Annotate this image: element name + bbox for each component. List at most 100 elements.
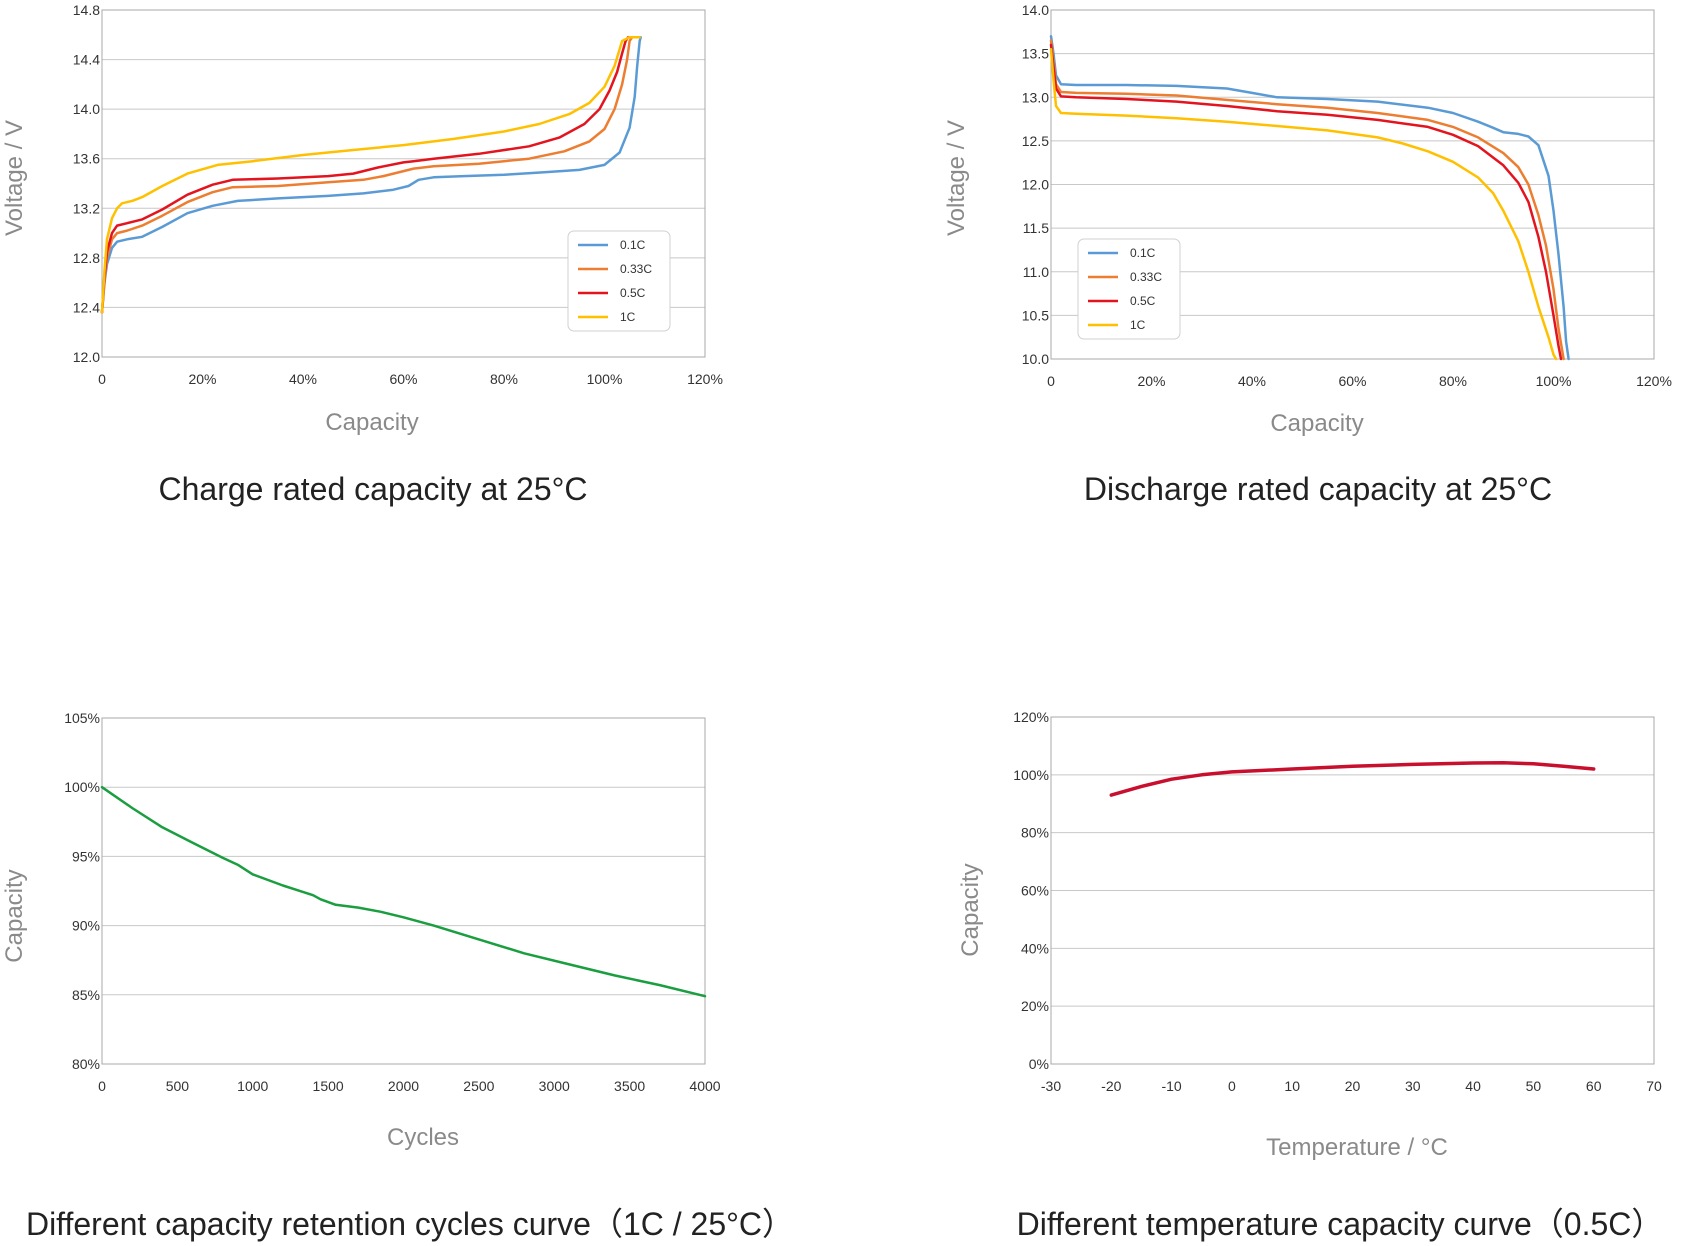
- y-tick-label: 105%: [64, 710, 100, 726]
- discharge-chart-xlabel: Capacity: [1270, 410, 1363, 437]
- legend-entry: 1C: [620, 310, 636, 324]
- y-tick-label: 12.8: [73, 250, 100, 266]
- legend: 0.1C 0.33C 0.5C 1C: [1077, 238, 1181, 340]
- series-line-0: [100, 785, 707, 998]
- temperature-chart-xlabel: Temperature / °C: [1266, 1134, 1448, 1161]
- x-tick-label: 2500: [463, 1078, 494, 1094]
- legend-box: [567, 230, 671, 332]
- x-tick-label: 4000: [689, 1078, 720, 1094]
- legend: 0.1C 0.33C 0.5C 1C: [567, 230, 671, 332]
- x-tick-label: -10: [1161, 1078, 1181, 1094]
- charge-chart: Charge rated capacity at 25°C Capacity V…: [1, 2, 723, 507]
- plot-frame: [101, 717, 706, 1065]
- y-tick-label: 11.0: [1023, 264, 1049, 280]
- y-tick-label: 20%: [1021, 998, 1049, 1014]
- y-tick-label: 11.5: [1023, 220, 1049, 236]
- x-tick-label: 120%: [687, 371, 723, 387]
- y-tick-label: 0%: [1029, 1056, 1049, 1072]
- y-tick-label: 90%: [72, 918, 100, 934]
- x-tick-label: 2000: [388, 1078, 419, 1094]
- x-tick-label: 20: [1345, 1078, 1361, 1094]
- y-tick-label: 12.4: [73, 299, 100, 315]
- plot-frame: [1050, 9, 1655, 360]
- x-tick-label: -30: [1041, 1078, 1061, 1094]
- discharge-chart-ylabel: Voltage / V: [943, 120, 970, 236]
- y-tick-label: 95%: [72, 848, 100, 864]
- temperature-chart-ylabel: Capacity: [957, 863, 984, 956]
- y-tick-label: 14.4: [73, 52, 100, 68]
- x-tick-label: 0: [1228, 1078, 1236, 1094]
- x-tick-label: 10: [1284, 1078, 1300, 1094]
- x-tick-label: 40%: [289, 371, 317, 387]
- x-tick-label: 120%: [1636, 373, 1672, 389]
- x-tick-label: 1500: [313, 1078, 344, 1094]
- x-tick-label: 20%: [188, 371, 216, 387]
- y-tick-label: 80%: [72, 1056, 100, 1072]
- series-line-05C: [1049, 43, 1563, 361]
- cycle-chart-title: Different capacity retention cycles curv…: [26, 1206, 794, 1242]
- x-tick-label: 500: [166, 1078, 190, 1094]
- y-tick-label: 12.0: [73, 349, 100, 365]
- y-tick-label: 14.0: [1022, 2, 1049, 18]
- y-tick-label: 40%: [1021, 940, 1049, 956]
- x-tick-label: 40%: [1238, 373, 1266, 389]
- legend-entry: 0.1C: [1130, 246, 1156, 260]
- discharge-chart: Discharge rated capacity at 25°C Capacit…: [943, 2, 1672, 507]
- x-tick-label: 100%: [1536, 373, 1572, 389]
- x-tick-label: 100%: [587, 371, 623, 387]
- x-tick-label: 1000: [237, 1078, 268, 1094]
- series-line-033C: [1049, 39, 1565, 361]
- x-tick-label: 50: [1526, 1078, 1542, 1094]
- y-tick-label: 100%: [1013, 767, 1049, 783]
- y-tick-label: 12.0: [1022, 177, 1049, 193]
- charge-chart-title: Charge rated capacity at 25°C: [158, 471, 587, 507]
- x-tick-label: 3500: [614, 1078, 645, 1094]
- plot-frame: [1050, 716, 1655, 1065]
- charge-chart-xlabel: Capacity: [325, 409, 418, 436]
- legend-entry: 0.33C: [620, 262, 652, 276]
- series-line-1C: [100, 36, 641, 314]
- legend-entry: 0.1C: [620, 238, 646, 252]
- legend-entry: 0.5C: [620, 286, 646, 300]
- y-tick-label: 12.5: [1022, 133, 1049, 149]
- x-tick-label: 60: [1586, 1078, 1602, 1094]
- discharge-chart-title: Discharge rated capacity at 25°C: [1084, 471, 1552, 507]
- legend-entry: 0.5C: [1130, 294, 1156, 308]
- y-tick-label: 10.5: [1022, 307, 1049, 323]
- y-tick-label: 14.8: [73, 2, 100, 18]
- y-tick-label: 13.5: [1022, 46, 1049, 62]
- legend-box: [1077, 238, 1181, 340]
- x-tick-label: 0: [1047, 373, 1055, 389]
- x-tick-label: 40: [1465, 1078, 1481, 1094]
- y-tick-label: 13.0: [1022, 89, 1049, 105]
- charge-chart-ylabel: Voltage / V: [1, 120, 28, 236]
- x-tick-label: 60%: [389, 371, 417, 387]
- series-line-033C: [100, 36, 634, 314]
- plot-frame: [101, 9, 706, 358]
- legend-entry: 1C: [1130, 318, 1146, 332]
- legend-entry: 0.33C: [1130, 270, 1162, 284]
- y-tick-label: 13.2: [73, 200, 100, 216]
- series-line-01C: [100, 36, 642, 314]
- x-tick-label: 30: [1405, 1078, 1421, 1094]
- x-tick-label: -20: [1101, 1078, 1121, 1094]
- temperature-capacity-chart: Different temperature capacity curve（0.5…: [957, 709, 1663, 1242]
- x-tick-label: 60%: [1338, 373, 1366, 389]
- x-tick-label: 3000: [539, 1078, 570, 1094]
- x-tick-label: 70: [1646, 1078, 1662, 1094]
- cycle-retention-chart: Different capacity retention cycles curv…: [1, 710, 794, 1242]
- y-tick-label: 120%: [1013, 709, 1049, 725]
- temperature-chart-title: Different temperature capacity curve（0.5…: [1017, 1206, 1664, 1242]
- y-tick-label: 80%: [1021, 825, 1049, 841]
- series-line-1C: [1049, 48, 1558, 361]
- y-tick-label: 85%: [72, 987, 100, 1003]
- series-line-0: [1109, 760, 1596, 797]
- cycle-chart-ylabel: Capacity: [1, 869, 28, 962]
- y-tick-label: 60%: [1021, 883, 1049, 899]
- x-tick-label: 0: [98, 1078, 106, 1094]
- y-tick-label: 13.6: [73, 151, 100, 167]
- y-tick-label: 10.0: [1022, 351, 1049, 367]
- series-line-05C: [100, 36, 630, 314]
- x-tick-label: 80%: [490, 371, 518, 387]
